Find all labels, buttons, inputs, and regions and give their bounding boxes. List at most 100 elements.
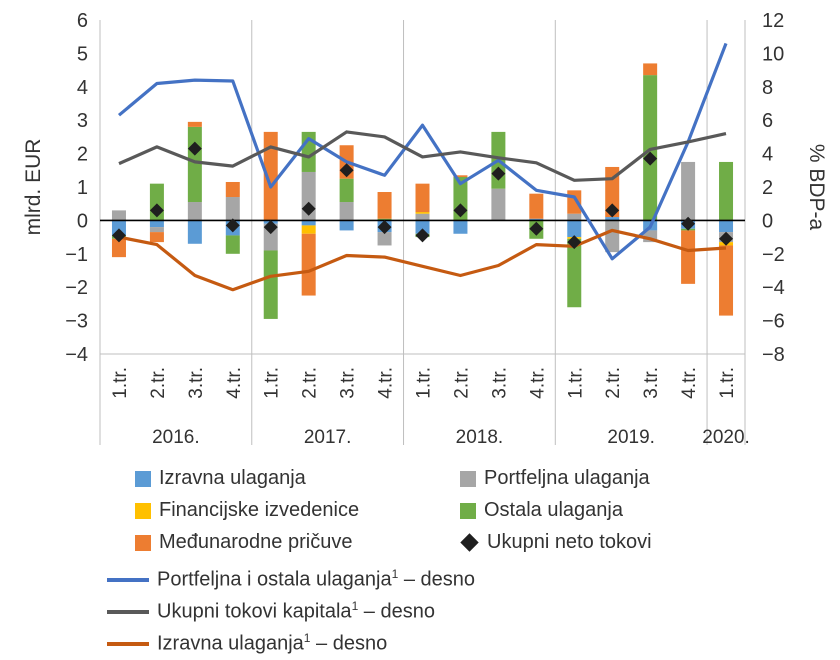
footnote-mark: 1 — [391, 567, 399, 581]
legend: Izravna ulaganja Portfeljna ulaganja Fin… — [0, 458, 840, 658]
total-marker — [415, 228, 430, 243]
bar-izravna-ulaganja — [453, 220, 468, 234]
legend-item-ukupni-neto: Ukupni neto tokovi — [460, 530, 652, 554]
y-axis-title: mlrd. EUR — [22, 139, 45, 236]
bar-me-unarodne-pri-uve — [453, 175, 468, 177]
bar-me-unarodne-pri-uve — [225, 181, 240, 198]
bar-izravna-ulaganja — [301, 220, 316, 226]
line-series-2 — [118, 130, 727, 182]
legend-label-pricuve: Međunarodne pričuve — [159, 531, 353, 553]
bar-izravna-ulaganja — [719, 220, 734, 233]
bar-me-unarodne-pri-uve — [377, 192, 392, 219]
bar-portfeljna-ulaganja — [187, 202, 202, 221]
category-label: 4.tr. — [679, 367, 700, 399]
category-label: 4.tr. — [376, 367, 397, 399]
legend-item-line-portfeljna-ostala: Portfeljna i ostala ulaganja1 – desno — [107, 562, 475, 592]
desno-suffix: – desno — [358, 600, 435, 623]
chart: 6 125 104 83 62 41 20 0−1 −2−2 −4−3 −6−4 −81.tr. 2.t… — [22, 10, 828, 448]
bar-me-unarodne-pri-uve — [529, 193, 544, 219]
year-label: 2018. — [456, 427, 504, 448]
y2-tick-label: 0 — [762, 210, 773, 232]
total-marker — [339, 163, 354, 178]
legend-line-swatch-gray — [107, 610, 149, 615]
total-marker — [225, 218, 240, 233]
bar-izravna-ulaganja — [111, 220, 126, 236]
bar-izravna-ulaganja — [605, 217, 620, 221]
y-tick-label: −3 — [65, 311, 88, 333]
year-label: 2019. — [607, 427, 655, 448]
legend-diamond-icon — [460, 533, 479, 552]
legend-swatch-ostala — [460, 502, 476, 519]
legend-item-line-izravna: Izravna ulaganja1 – desno — [107, 626, 387, 656]
legend-line-swatch-brown — [107, 642, 149, 647]
legend-item-izvedenice: Financijske izvedenice — [135, 498, 359, 522]
legend-label-izvedenice: Financijske izvedenice — [159, 499, 360, 521]
legend-label-izravna: Izravna ulaganja — [159, 467, 306, 489]
y2-tick-label: 8 — [762, 77, 773, 99]
y-tick-label: −4 — [65, 344, 88, 366]
legend-swatch-izravna — [135, 470, 151, 487]
bar-me-unarodne-pri-uve — [681, 230, 696, 284]
category-label: 1.tr. — [565, 367, 586, 399]
legend-item-line-ukupni-tokovi: Ukupni tokovi kapitala1 – desno — [107, 594, 435, 624]
total-marker — [529, 221, 544, 236]
category-label: 3.tr. — [338, 367, 359, 399]
category-label: 4.tr. — [224, 367, 245, 399]
total-marker — [263, 220, 278, 235]
y-tick-label: −2 — [65, 277, 88, 299]
legend-label-ukupni-neto: Ukupni neto tokovi — [487, 531, 652, 553]
bar-izravna-ulaganja — [187, 220, 202, 244]
y-tick-label: 4 — [77, 77, 88, 99]
bar-portfeljna-ulaganja — [643, 230, 658, 243]
legend-label-portfeljna: Portfeljna ulaganja — [484, 467, 650, 489]
bar-portfeljna-ulaganja — [339, 202, 354, 221]
category-label: 3.tr. — [186, 367, 207, 399]
total-marker — [643, 151, 658, 166]
bar-me-unarodne-pri-uve — [263, 131, 278, 221]
category-label: 1.tr. — [262, 367, 283, 399]
y2-axis-title: % BDP-a — [805, 144, 828, 231]
line-series-3 — [118, 228, 727, 292]
category-label: 1.tr. — [110, 367, 131, 399]
category-label: 2.tr. — [300, 367, 321, 399]
bar-financijske-izvedenice — [301, 225, 316, 234]
y2-tick-label: −6 — [762, 311, 785, 333]
bar-me-unarodne-pri-uve — [111, 238, 126, 258]
bar-portfeljna-ulaganja — [377, 232, 392, 246]
legend-line-swatch-blue — [107, 578, 149, 583]
bar-portfeljna-ulaganja — [225, 197, 240, 221]
bar-izravna-ulaganja — [339, 220, 354, 231]
category-label: 2.tr. — [451, 367, 472, 399]
footnote-mark: 1 — [303, 631, 311, 645]
line-series-1 — [117, 42, 728, 261]
year-label: 2020. — [702, 427, 750, 448]
bar-portfeljna-ulaganja — [415, 213, 430, 221]
total-marker — [453, 203, 468, 218]
y-tick-label: 6 — [77, 10, 88, 32]
category-label: 3.tr. — [489, 367, 510, 399]
legend-item-pricuve: Međunarodne pričuve — [135, 530, 352, 554]
total-marker — [301, 201, 316, 216]
bar-izravna-ulaganja — [567, 220, 582, 238]
category-label: 2.tr. — [148, 367, 169, 399]
bar-portfeljna-ulaganja — [605, 220, 620, 253]
total-marker — [681, 216, 696, 231]
bar-ostala-ulaganja — [339, 178, 354, 203]
legend-item-ostala: Ostala ulaganja — [460, 498, 623, 522]
total-marker — [149, 203, 164, 218]
total-marker — [111, 228, 126, 243]
bar-ostala-ulaganja — [263, 250, 278, 319]
bar-ostala-ulaganja — [377, 218, 392, 221]
bar-izravna-ulaganja — [415, 220, 430, 234]
desno-suffix: – desno — [398, 568, 476, 591]
legend-label-ostala: Ostala ulaganja — [484, 499, 623, 521]
total-marker — [567, 235, 582, 250]
bar-me-unarodne-pri-uve — [149, 232, 164, 243]
category-label: 4.tr. — [527, 367, 548, 399]
total-marker — [491, 166, 506, 181]
legend-swatch-pricuve — [135, 534, 151, 551]
total-marker — [187, 141, 202, 156]
legend-swatch-portfeljna — [460, 470, 476, 487]
bar-me-unarodne-pri-uve — [415, 183, 430, 213]
bar-izravna-ulaganja — [149, 220, 164, 228]
